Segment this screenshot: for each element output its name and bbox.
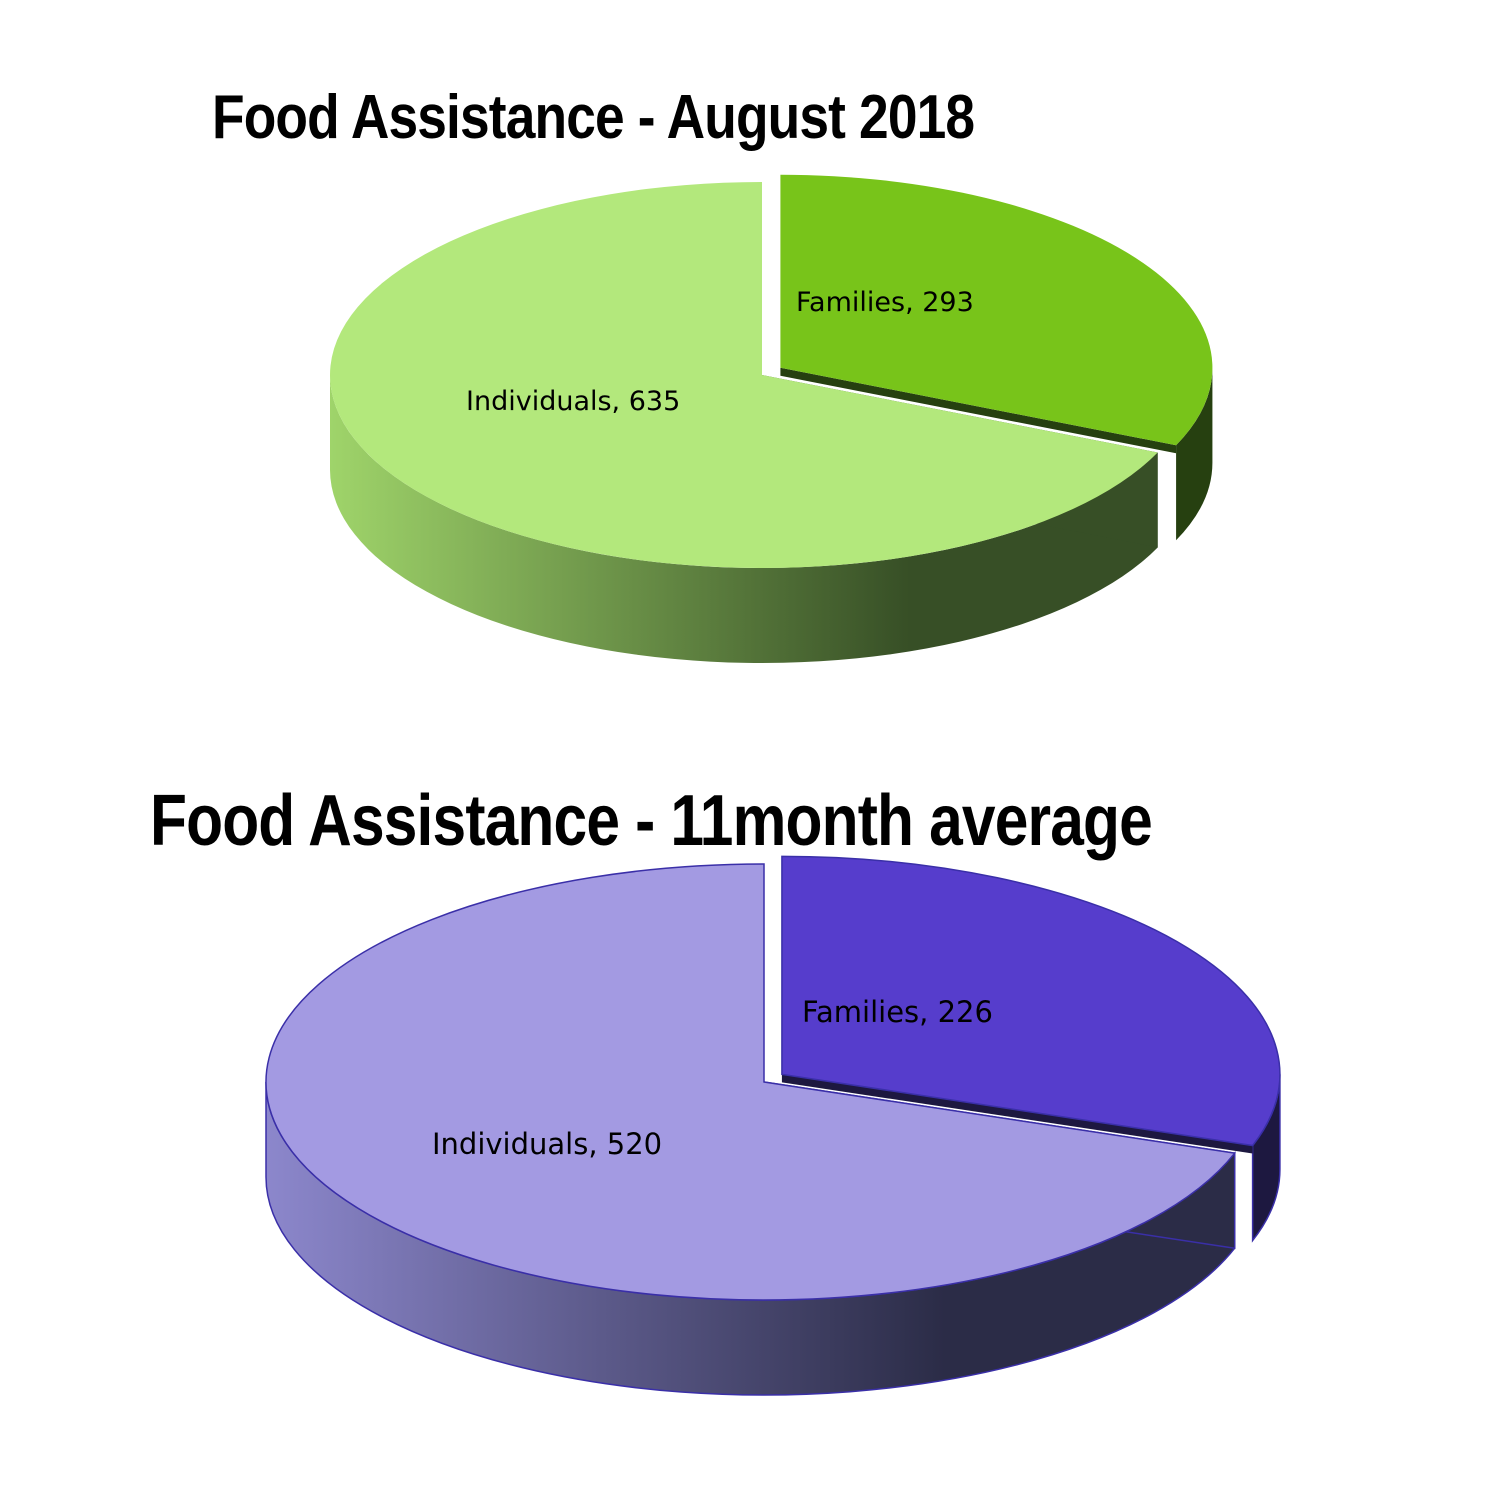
slice-families: [781, 855, 1281, 1243]
slice-families: [780, 174, 1213, 541]
slice-families-side: [1176, 367, 1213, 541]
data-label-families: Families, 226: [802, 995, 993, 1029]
chart-title: Food Assistance - August 2018: [212, 83, 975, 152]
slice-individuals-side: [330, 375, 1158, 663]
slice-families-top: [781, 855, 1281, 1147]
pie-chart-11month-average: Families, 226 Individuals, 520 Food Assis…: [0, 740, 1500, 1500]
slice-individuals: [329, 182, 1158, 663]
data-label-individuals: Individuals, 635: [466, 386, 680, 417]
slice-individuals: [265, 863, 1237, 1396]
slice-families-top: [780, 174, 1213, 446]
pie-chart-svg: Families, 293 Individuals, 635: [329, 174, 1213, 663]
chart-title: Food Assistance - 11month average: [150, 781, 1153, 861]
pie-chart-svg: Families, 226 Individuals, 520: [265, 855, 1281, 1396]
data-label-individuals: Individuals, 520: [432, 1127, 662, 1161]
data-label-families: Families, 293: [796, 287, 974, 318]
slice-individuals-top: [265, 863, 1237, 1301]
slice-families-edge: [781, 1074, 1253, 1154]
slice-individuals-top: [329, 182, 1158, 568]
slice-families-edge: [780, 367, 1177, 454]
pie-chart-august-2018: Families, 293 Individuals, 635 Food Assis…: [0, 0, 1500, 720]
